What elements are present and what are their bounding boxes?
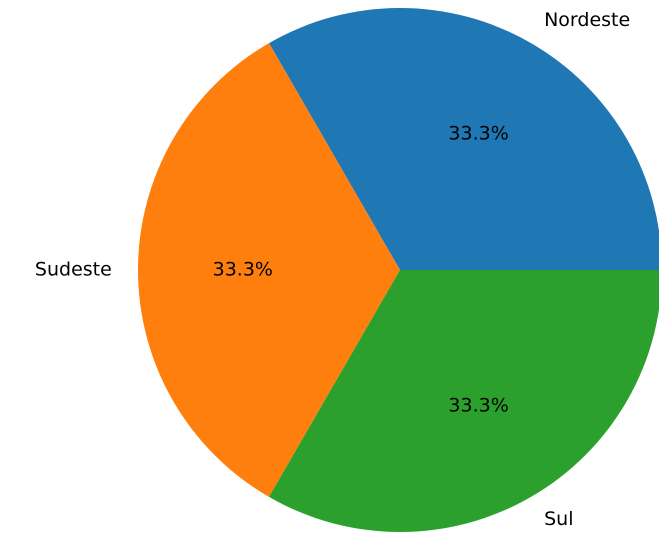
- value-label: 33.3%: [213, 259, 273, 281]
- slice-label: Sul: [544, 508, 573, 530]
- slice-label: Nordeste: [544, 9, 630, 31]
- slice-label: Sudeste: [35, 259, 112, 281]
- pie-slice: [269, 8, 659, 270]
- pie-slice: [269, 270, 659, 532]
- value-label: 33.3%: [448, 395, 508, 417]
- pie-slice: [138, 43, 400, 497]
- value-label: 33.3%: [448, 122, 508, 144]
